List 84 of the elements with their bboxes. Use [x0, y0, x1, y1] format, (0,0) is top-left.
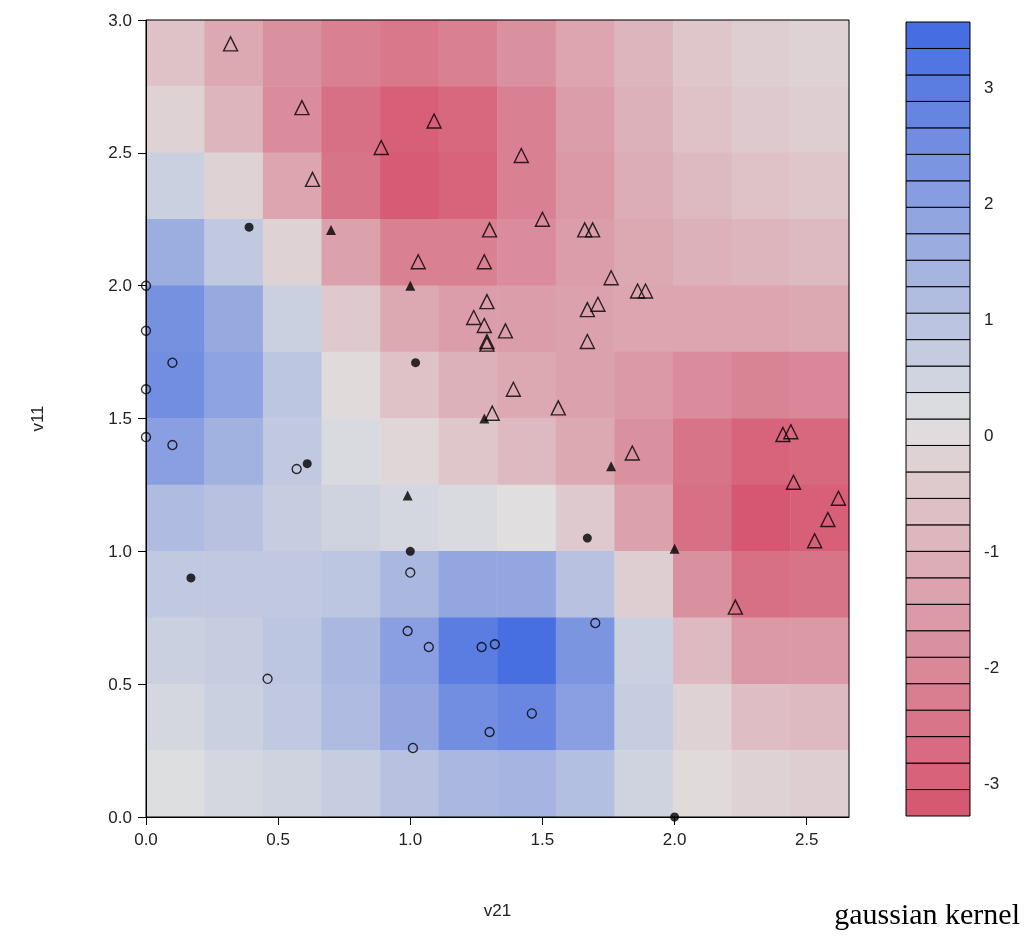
point	[484, 726, 495, 738]
point	[402, 490, 413, 501]
point	[423, 641, 434, 653]
point	[476, 317, 492, 334]
point	[550, 400, 566, 416]
point	[167, 357, 178, 368]
x-tick-label: 0.5	[266, 830, 290, 849]
point	[410, 254, 426, 270]
x-tick-label: 1.0	[398, 830, 423, 849]
point	[476, 254, 492, 270]
point	[405, 567, 416, 578]
point	[526, 708, 538, 719]
point	[140, 384, 152, 395]
point	[603, 270, 619, 286]
point	[590, 296, 606, 312]
point	[577, 222, 593, 238]
color-bar-label: 1	[984, 309, 994, 329]
point	[405, 280, 416, 291]
point	[579, 301, 596, 318]
point	[669, 543, 680, 554]
point	[407, 742, 419, 754]
y-tick-label: 0.0	[108, 807, 132, 827]
point	[783, 424, 799, 440]
point	[479, 293, 495, 310]
point	[405, 546, 415, 556]
x-tick-label: 2.0	[662, 830, 687, 849]
point	[806, 533, 823, 549]
y-tick-label: 0.5	[108, 674, 132, 694]
x-tick-label: 0.0	[134, 830, 158, 849]
point	[167, 439, 178, 451]
point	[481, 222, 498, 238]
point	[513, 147, 529, 164]
point	[476, 641, 487, 653]
text: gaussian kernel	[834, 896, 1021, 930]
point	[727, 599, 744, 615]
point	[670, 812, 680, 822]
y-tick-label: 1.0	[108, 541, 132, 561]
x-tick-label: 1.5	[530, 830, 555, 849]
point	[830, 490, 847, 506]
x-tick-label: 2.5	[794, 830, 819, 849]
color-bar-label: -3	[984, 774, 1000, 793]
color-bar-label: -2	[984, 657, 1000, 677]
color-bar-label: 0	[984, 425, 994, 445]
point	[775, 426, 791, 443]
point	[426, 113, 442, 129]
point	[304, 171, 321, 188]
color-bar-label: -1	[984, 541, 1000, 561]
point	[489, 639, 501, 650]
point	[484, 405, 500, 421]
point	[244, 222, 254, 232]
point	[534, 211, 551, 227]
y-tick-label: 1.5	[108, 409, 132, 428]
point	[582, 533, 592, 543]
point	[584, 222, 601, 238]
color-bar-label: 2	[984, 193, 994, 213]
point	[140, 325, 152, 337]
color-bar-label: 3	[984, 77, 994, 97]
point	[222, 36, 239, 52]
point	[637, 283, 654, 299]
y-tick-label: 2.5	[108, 143, 132, 163]
point	[624, 445, 640, 461]
point	[629, 283, 646, 299]
point	[497, 323, 514, 339]
point	[411, 358, 421, 368]
point	[302, 459, 312, 469]
y-axis-title: v11	[28, 405, 47, 432]
point	[402, 625, 413, 637]
x-axis-title: v21	[483, 901, 512, 920]
point	[505, 381, 522, 397]
point	[140, 280, 152, 291]
point	[785, 474, 802, 490]
point	[326, 224, 336, 235]
y-tick-label: 3.0	[108, 10, 132, 30]
point	[590, 617, 601, 629]
point	[579, 333, 596, 350]
point	[479, 413, 490, 424]
point	[373, 139, 389, 156]
point	[606, 461, 617, 472]
point	[294, 99, 310, 116]
point	[186, 573, 196, 583]
point	[262, 673, 273, 685]
point	[291, 463, 302, 475]
y-tick-label: 2.0	[108, 276, 132, 296]
point	[140, 431, 152, 443]
